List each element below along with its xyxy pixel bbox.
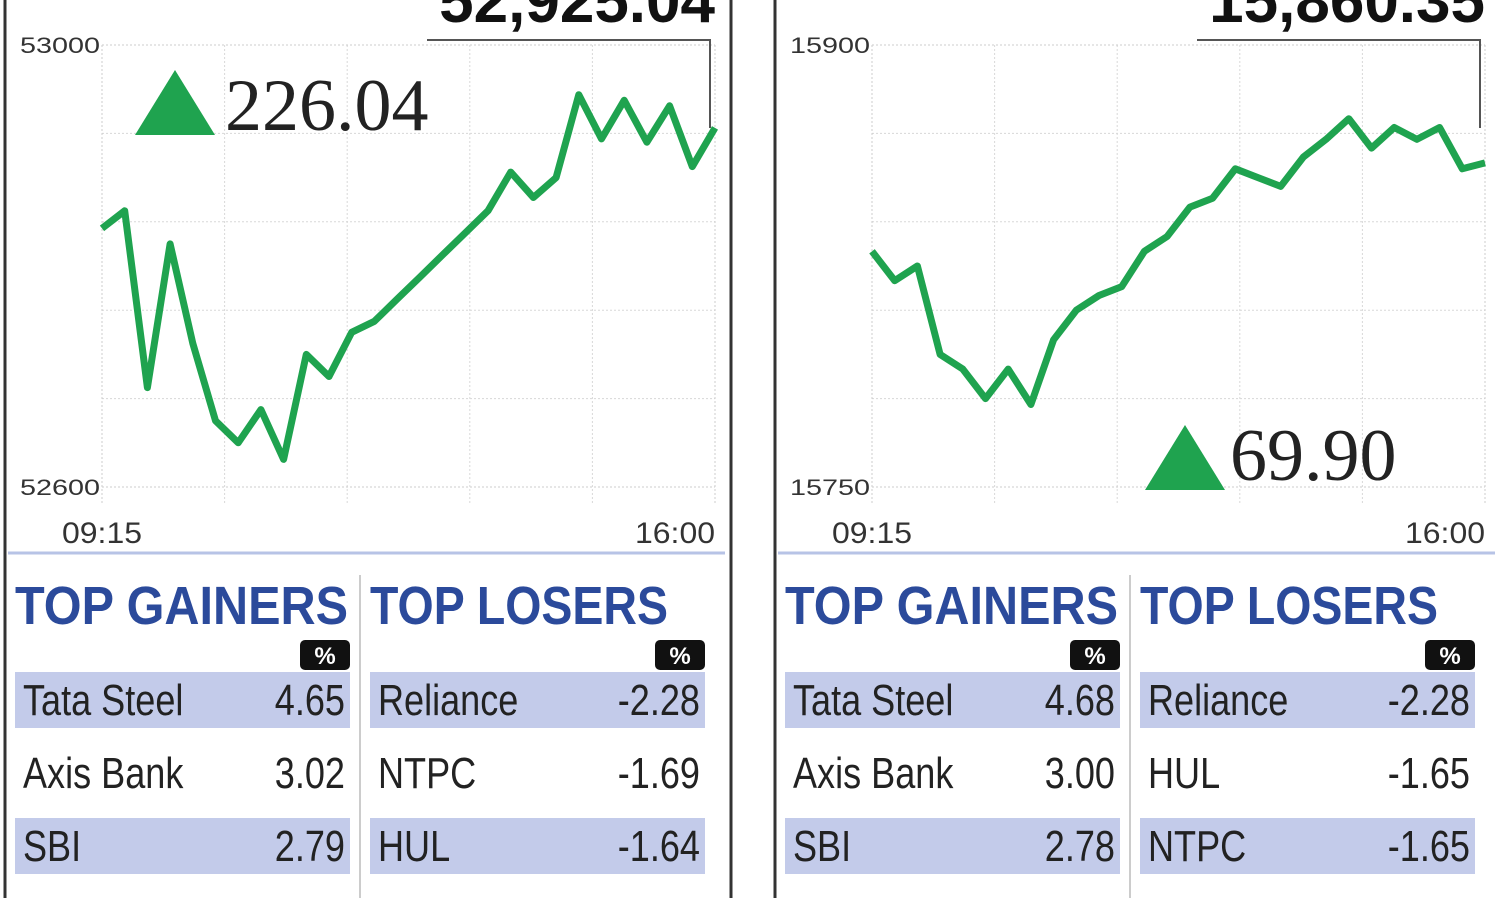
price-line <box>99 91 719 463</box>
row-highlight <box>785 672 1120 728</box>
row-highlight <box>370 672 705 728</box>
y-tick-label: 15750 <box>790 475 870 500</box>
stock-name: Reliance <box>378 676 518 725</box>
stock-name: NTPC <box>1148 822 1246 871</box>
row-highlight <box>1140 818 1475 874</box>
x-tick-label: 09:15 <box>832 517 912 550</box>
table-title: TOP LOSERS <box>370 576 668 636</box>
stock-name: Axis Bank <box>23 749 184 798</box>
unit-badge <box>1070 640 1120 670</box>
unit-badge <box>300 640 350 670</box>
row-highlight <box>785 818 1120 874</box>
y-tick-label: 53000 <box>20 33 100 58</box>
row-highlight <box>15 818 350 874</box>
headline-bracket <box>1197 39 1481 128</box>
stock-change: 2.79 <box>275 822 345 871</box>
x-tick-label: 09:15 <box>62 517 142 550</box>
row-highlight <box>1140 672 1475 728</box>
up-triangle <box>135 70 215 135</box>
table-title: TOP LOSERS <box>1140 576 1438 636</box>
row-highlight <box>15 672 350 728</box>
row-highlight <box>370 818 705 874</box>
unit-label: % <box>1439 643 1460 670</box>
unit-badge <box>1425 640 1475 670</box>
stock-name: Tata Steel <box>23 676 183 725</box>
stock-change: -1.64 <box>618 822 700 871</box>
stock-name: HUL <box>378 822 450 871</box>
stock-name: Tata Steel <box>793 676 953 725</box>
table-title: TOP GAINERS <box>785 576 1118 636</box>
stock-change: -1.69 <box>618 749 700 798</box>
headline: 15,860.35 <box>1209 0 1485 36</box>
stock-change: 3.02 <box>275 749 345 798</box>
unit-label: % <box>314 643 335 670</box>
stock-name: SBI <box>23 822 81 871</box>
stock-change: 4.68 <box>1045 676 1115 725</box>
stock-change: 4.65 <box>275 676 345 725</box>
headline-bracket <box>427 39 711 128</box>
stock-change: -1.65 <box>1388 749 1470 798</box>
change-value: 226.04 <box>225 65 429 147</box>
headline: 52,925.04 <box>439 0 715 36</box>
stock-change: 2.78 <box>1045 822 1115 871</box>
unit-badge <box>655 640 705 670</box>
stock-name: Axis Bank <box>793 749 954 798</box>
stock-name: Reliance <box>1148 676 1288 725</box>
y-tick-label: 52600 <box>20 475 100 500</box>
x-tick-label: 16:00 <box>635 517 715 550</box>
stock-name: NTPC <box>378 749 476 798</box>
stock-change: -1.65 <box>1388 822 1470 871</box>
unit-label: % <box>669 643 690 670</box>
stock-change: 3.00 <box>1045 749 1115 798</box>
stock-change: -2.28 <box>618 676 700 725</box>
x-tick-label: 16:00 <box>1405 517 1485 550</box>
stock-name: SBI <box>793 822 851 871</box>
change-value: 69.90 <box>1230 415 1397 497</box>
price-line <box>869 115 1486 408</box>
table-title: TOP GAINERS <box>15 576 348 636</box>
stock-name: HUL <box>1148 749 1220 798</box>
stock-change: -2.28 <box>1388 676 1470 725</box>
unit-label: % <box>1084 643 1105 670</box>
up-triangle <box>1145 425 1225 490</box>
y-tick-label: 15900 <box>790 33 870 58</box>
